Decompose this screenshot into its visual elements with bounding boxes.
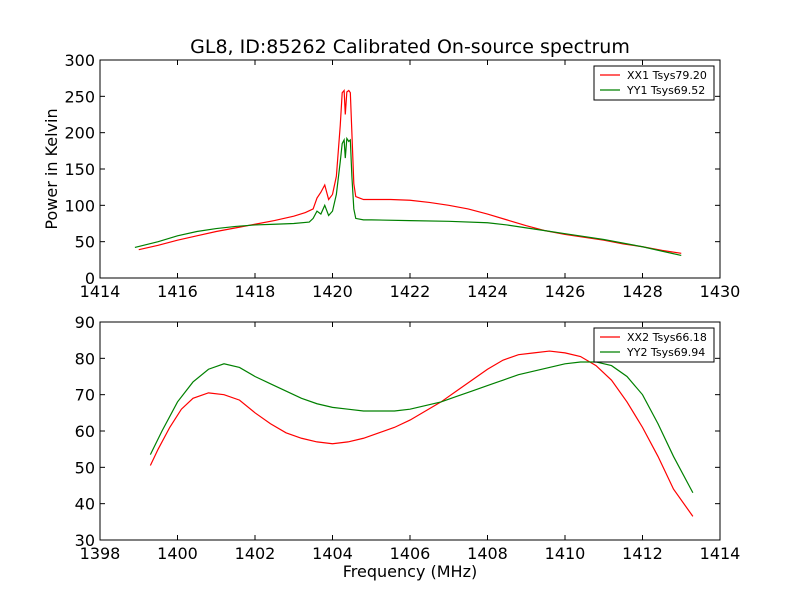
series-line-1-2 [134, 136, 682, 257]
legend-entry: YY2 Tsys69.94 [626, 346, 705, 359]
series-line-2-1 [149, 350, 694, 517]
y-tick-label: 50 [75, 458, 95, 477]
y-tick-label: 30 [75, 531, 95, 550]
x-tick-label: 1414 [80, 282, 121, 301]
y-tick-label: 0 [85, 269, 95, 288]
x-tick-label: 1404 [312, 544, 353, 563]
x-tick-label: 1398 [80, 544, 121, 563]
x-tick-label: 1420 [312, 282, 353, 301]
y-tick-label: 60 [75, 422, 95, 441]
y-tick-label: 300 [64, 51, 95, 70]
legend-entry: XX2 Tsys66.18 [627, 331, 707, 344]
legend-box [593, 65, 715, 101]
x-tick-label: 1414 [700, 544, 741, 563]
y-tick-label: 100 [64, 196, 95, 215]
y-tick-label: 200 [64, 124, 95, 143]
x-tick-label: 1408 [467, 544, 508, 563]
y-tick-label: 90 [75, 313, 95, 332]
x-tick-label: 1406 [390, 544, 431, 563]
y-tick-label: 250 [64, 87, 95, 106]
y-tick-label: 150 [64, 160, 95, 179]
y-tick-label: 70 [75, 386, 95, 405]
chart-title: GL8, ID:85262 Calibrated On-source spect… [190, 36, 630, 58]
x-tick-label: 1430 [700, 282, 741, 301]
x-tick-label: 1416 [157, 282, 198, 301]
legend-entry: YY1 Tsys69.52 [626, 84, 705, 97]
legend: XX1 Tsys79.20 YY1 Tsys69.52 [593, 65, 715, 101]
y-tick-label: 40 [75, 495, 95, 514]
x-tick-label: 1424 [467, 282, 508, 301]
y-tick-label: 80 [75, 349, 95, 368]
x-tick-label: 1426 [545, 282, 586, 301]
legend-box [593, 327, 715, 363]
legend: XX2 Tsys66.18 YY2 Tsys69.94 [593, 327, 715, 363]
x-tick-label: 1412 [622, 544, 663, 563]
top-panel: 1414 1416 1418 1420 1422 1424 1426 1428 1430 0 50 1… [42, 51, 740, 301]
x-tick-label: 1428 [622, 282, 663, 301]
x-tick-label: 1402 [235, 544, 276, 563]
x-tick-label: 1422 [390, 282, 431, 301]
bottom-panel: 1398 1400 1402 1404 1406 1408 1410 1412 1414 30 40… [75, 313, 741, 581]
series-line-2-2 [149, 361, 694, 494]
y-axis-label: Power in Kelvin [42, 108, 61, 229]
y-tick-label: 50 [75, 233, 95, 252]
x-tick-label: 1418 [235, 282, 276, 301]
x-tick-label: 1410 [545, 544, 586, 563]
x-tick-label: 1400 [157, 544, 198, 563]
x-axis-label: Frequency (MHz) [343, 562, 477, 581]
legend-entry: XX1 Tsys79.20 [627, 69, 707, 82]
series-line-1-1 [138, 89, 682, 254]
